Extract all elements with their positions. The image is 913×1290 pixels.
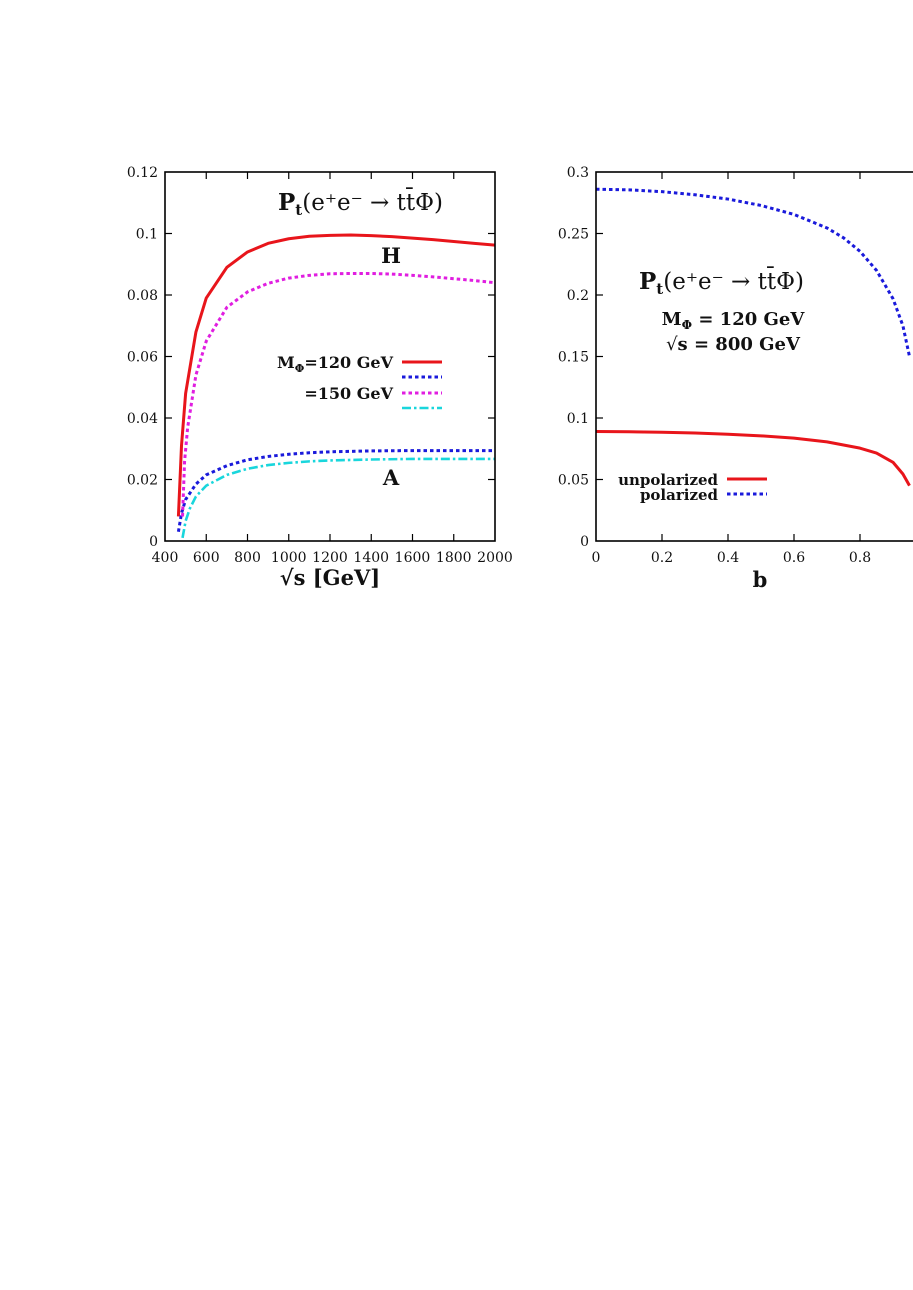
y-tick-label: 0.04: [127, 411, 158, 427]
x-tick-label: 1600: [395, 550, 431, 566]
y-tick-label: 0: [149, 534, 158, 550]
series-line-H150: [181, 271, 495, 517]
x-tick-label: 1000: [271, 550, 307, 566]
right-title: Pt(e⁺e⁻ → tt̄Φ): [639, 267, 804, 298]
y-tick-label: 0: [580, 534, 589, 550]
annotation-A: A: [382, 465, 400, 490]
series-line-A150: [181, 457, 495, 539]
right-subtitle-energy: √s = 800 GeV: [666, 334, 801, 355]
x-tick-label: 1400: [353, 550, 389, 566]
right-ticks: 0 0.2 0.4 0.6 0.8 0 0.05 0.1 0.15 0.2 0.25 0.3: [558, 165, 871, 566]
left-chart: 400 600 800 1000 1200 1400 1600 1800 2000 0 0.02 0.…: [127, 165, 513, 590]
x-tick-label: 0: [592, 550, 601, 566]
x-tick-label: 0.6: [783, 550, 805, 566]
annotation-H: H: [381, 243, 401, 268]
y-tick-label: 0.02: [127, 473, 158, 489]
legend-row-120: MΦ=120 GeV: [277, 353, 394, 375]
legend-row-150: =150 GeV: [304, 384, 393, 403]
x-tick-label: 0.2: [651, 550, 673, 566]
right-legend-swatches: [727, 477, 767, 496]
right-subtitle-mass: MΦ = 120 GeV: [662, 309, 806, 332]
y-tick-label: 0.08: [127, 288, 158, 304]
right-chart: 0 0.2 0.4 0.6 0.8 0 0.05 0.1 0.15 0.2 0.25 0.3 Pt(e…: [558, 165, 913, 592]
x-tick-label: 1800: [436, 550, 472, 566]
left-series-group: [176, 233, 495, 539]
left-ticks: 400 600 800 1000 1200 1400 1600 1800 2000 0 0.02 0.…: [127, 165, 513, 566]
x-tick-label: 0.8: [849, 550, 871, 566]
left-legend-swatches: [402, 360, 442, 410]
legend-polarized: polarized: [640, 486, 719, 504]
y-tick-label: 0.25: [558, 227, 589, 243]
y-tick-label: 0.1: [136, 227, 158, 243]
x-tick-label: 0.4: [717, 550, 739, 566]
right-legend: unpolarized polarized: [618, 471, 767, 504]
x-tick-label: 800: [234, 550, 261, 566]
x-tick-label: 400: [152, 550, 179, 566]
y-tick-label: 0.12: [127, 165, 158, 181]
y-tick-label: 0.05: [558, 473, 589, 489]
left-title: Pt(e⁺e⁻ → tt̄Φ): [278, 188, 443, 219]
x-tick-label: 2000: [477, 550, 513, 566]
y-tick-label: 0.06: [127, 350, 158, 366]
series-line-A120: [176, 449, 495, 533]
right-x-axis-label: b: [753, 567, 768, 592]
y-tick-label: 0.2: [567, 288, 589, 304]
x-tick-label: 600: [193, 550, 220, 566]
y-tick-label: 0.1: [567, 411, 589, 427]
series-line-polarized: [596, 187, 911, 357]
y-tick-label: 0.3: [567, 165, 589, 181]
series-line-H120: [176, 233, 495, 517]
y-tick-label: 0.15: [558, 350, 589, 366]
right-series-group: [596, 187, 911, 487]
left-x-axis-label: √s [GeV]: [280, 565, 380, 590]
x-tick-label: 1200: [312, 550, 348, 566]
series-line-unpolarized: [596, 430, 911, 487]
left-legend: MΦ=120 GeV =150 GeV: [277, 353, 442, 410]
legend-unpolarized: unpolarized: [618, 471, 718, 489]
